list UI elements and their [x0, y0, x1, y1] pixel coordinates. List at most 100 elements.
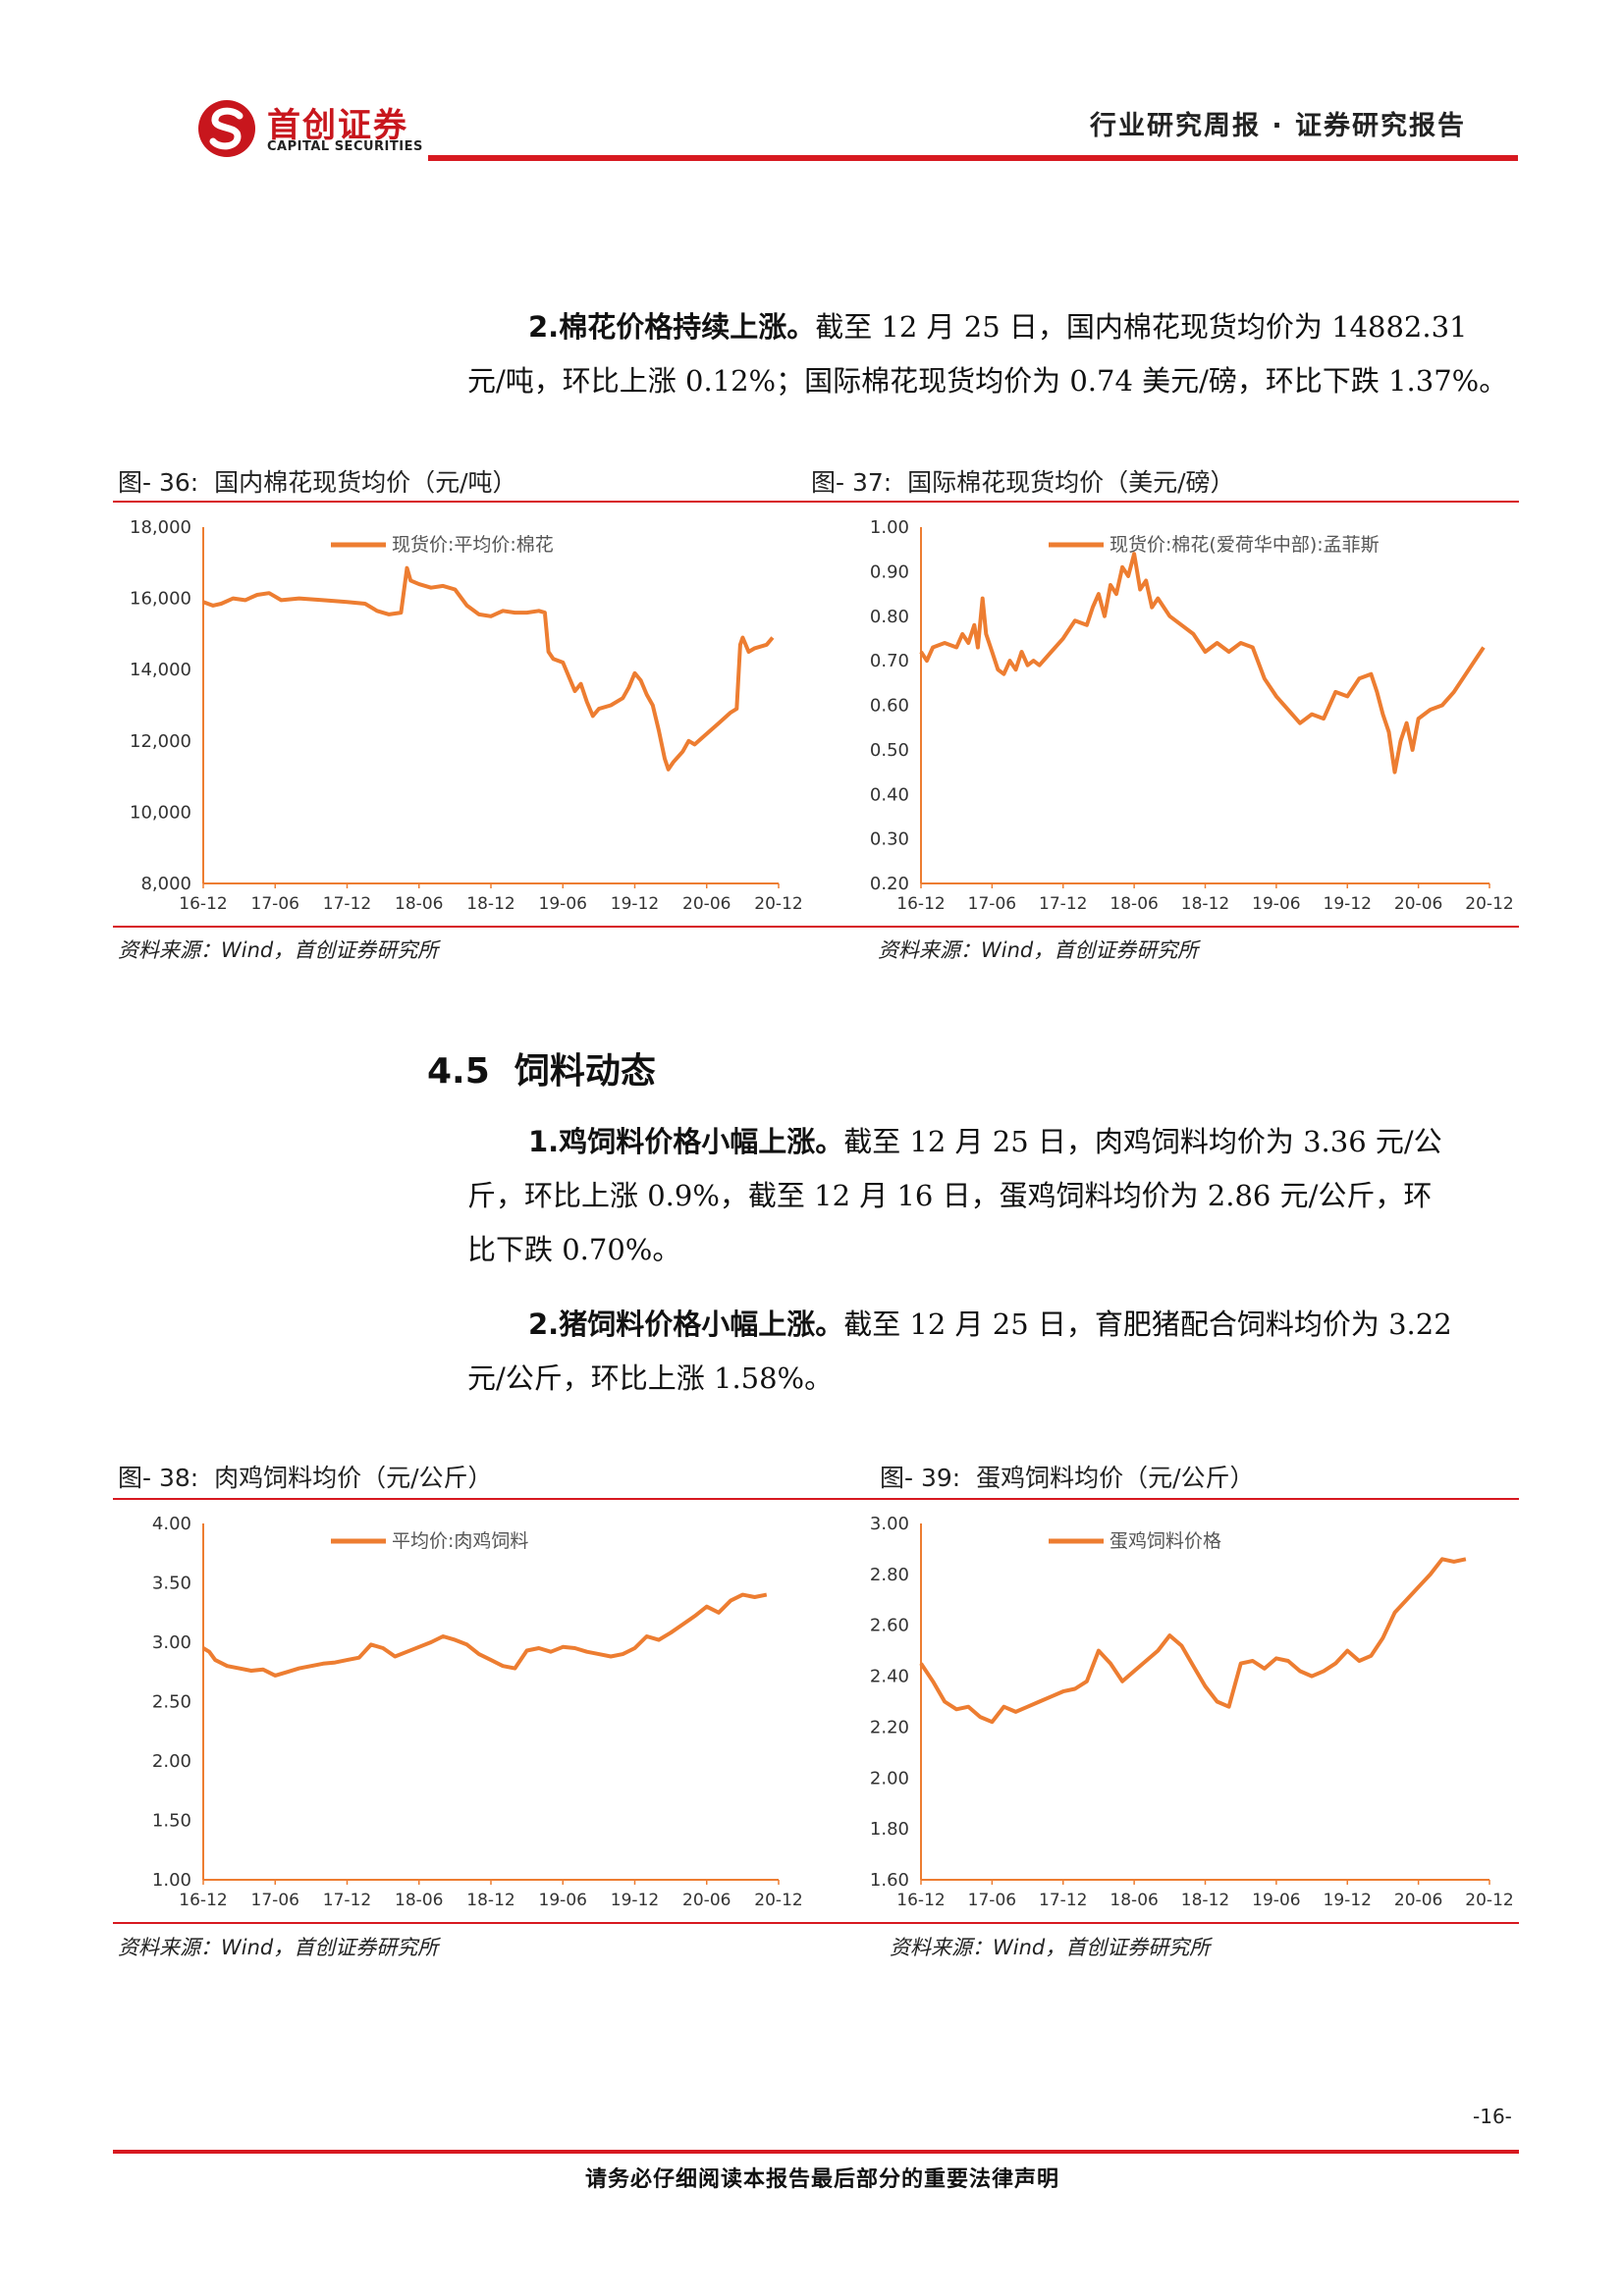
chart-broiler-feed: 1.00 1.50 2.00 2.50 3.00 3.50 4.00 16-12 17-06 17…	[152, 1514, 803, 1910]
x-tick-label: 20-12	[754, 1891, 802, 1910]
page-number: -16-	[1473, 2105, 1512, 2128]
x-tick-label: 20-06	[682, 1891, 731, 1910]
footer-rule	[113, 2150, 1519, 2154]
y-tick-label: 2.40	[870, 1667, 909, 1687]
report-type: 行业研究周报 · 证券研究报告	[1090, 111, 1467, 141]
x-tick-label: 18-06	[395, 1891, 443, 1910]
y-tick-label: 12,000	[130, 731, 191, 752]
x-tick-label: 17-12	[1039, 894, 1087, 914]
x-tick-label: 18-06	[1110, 894, 1158, 914]
y-tick-label: 4.00	[152, 1514, 191, 1534]
x-tick-label: 18-12	[1181, 1891, 1229, 1910]
legend-label: 蛋鸡饲料价格	[1110, 1530, 1221, 1552]
x-tick-label: 17-12	[1039, 1891, 1087, 1910]
x-tick-label: 20-12	[754, 894, 802, 914]
x-tick-label: 16-12	[896, 894, 945, 914]
y-tick-label: 2.00	[870, 1768, 909, 1789]
x-tick-label: 20-06	[1394, 1891, 1442, 1910]
y-tick-label: 0.60	[870, 696, 909, 717]
feed1-line3: 比下跌 0.70%。	[467, 1233, 681, 1266]
y-tick-label: 0.30	[870, 829, 909, 850]
y-tick-label: 2.50	[152, 1692, 191, 1713]
y-tick-label: 1.80	[870, 1819, 909, 1840]
x-tick-label: 17-06	[968, 894, 1016, 914]
x-tick-label: 16-12	[896, 1891, 945, 1910]
y-tick-label: 1.50	[152, 1811, 191, 1832]
y-tick-label: 0.40	[870, 784, 909, 805]
chart-domestic-cotton: 8,000 10,000 12,000 14,000 16,000 18,000 16-12…	[130, 517, 803, 914]
y-tick-label: 8,000	[140, 874, 191, 894]
x-tick-label: 19-12	[611, 894, 659, 914]
feed1-lead: 1.鸡饲料价格小幅上涨。	[528, 1125, 844, 1158]
y-tick-label: 0.80	[870, 607, 909, 627]
logo-text-en: CAPITAL SECURITIES	[267, 139, 423, 154]
feed-paragraph-1: 1.鸡饲料价格小幅上涨。截至 12 月 25 日，肉鸡饲料均价为 3.36 元/…	[467, 1115, 1518, 1277]
y-tick-label: 0.70	[870, 651, 909, 671]
series-line	[919, 552, 1486, 774]
fig39-title: 蛋鸡饲料均价（元/公斤）	[976, 1464, 1255, 1492]
x-tick-label: 17-06	[251, 894, 299, 914]
x-tick-label: 18-12	[1181, 894, 1229, 914]
chart-international-cotton: 0.20 0.30 0.40 0.50 0.60 0.70 0.80 0.90 1.00 16-1…	[870, 517, 1514, 914]
y-tick-label: 3.50	[152, 1574, 191, 1594]
fig38-39-top-rule	[113, 1498, 1519, 1500]
y-tick-label: 3.00	[152, 1632, 191, 1653]
logo-icon	[198, 100, 255, 157]
legend-label: 现货价:平均价:棉花	[392, 534, 554, 556]
x-tick-label: 17-12	[323, 1891, 371, 1910]
y-tick-label: 14,000	[130, 660, 191, 680]
x-tick-label: 20-06	[1394, 894, 1442, 914]
fig38-source: 资料来源：Wind，首创证券研究所	[118, 1936, 439, 1959]
y-tick-label: 16,000	[130, 589, 191, 610]
cotton-lead: 2.棉花价格持续上涨。	[528, 310, 816, 344]
y-tick-label: 18,000	[130, 517, 191, 538]
feed2-line1: 截至 12 月 25 日，育肥猪配合饲料均价为 3.22	[843, 1308, 1452, 1341]
series-line	[919, 1557, 1467, 1725]
fig36-label: 图- 36:	[118, 468, 199, 497]
y-tick-label: 0.50	[870, 740, 909, 761]
feed-paragraph-2: 2.猪饲料价格小幅上涨。截至 12 月 25 日，育肥猪配合饲料均价为 3.22…	[467, 1298, 1518, 1406]
legend-label: 现货价:棉花(爱荷华中部):孟菲斯	[1110, 534, 1380, 556]
fig39-source: 资料来源：Wind，首创证券研究所	[890, 1936, 1211, 1959]
y-tick-label: 2.60	[870, 1616, 909, 1636]
feed2-lead: 2.猪饲料价格小幅上涨。	[528, 1308, 844, 1341]
section-title: 4.5 饲料动态	[427, 1051, 656, 1092]
series-line	[202, 565, 775, 772]
x-tick-label: 18-12	[466, 1891, 514, 1910]
x-tick-label: 19-06	[1252, 1891, 1300, 1910]
y-tick-label: 0.20	[870, 874, 909, 894]
x-tick-label: 18-06	[395, 894, 443, 914]
x-tick-label: 20-12	[1465, 1891, 1513, 1910]
x-tick-label: 17-06	[251, 1891, 299, 1910]
fig37-title-row: 图- 37: 国际棉花现货均价（美元/磅）	[811, 463, 1235, 499]
y-tick-label: 2.80	[870, 1565, 909, 1585]
x-tick-label: 18-12	[466, 894, 514, 914]
y-tick-label: 0.90	[870, 561, 909, 582]
x-tick-label: 19-12	[1324, 1891, 1372, 1910]
series-line	[201, 1592, 768, 1678]
fig36-title-row: 图- 36: 国内棉花现货均价（元/吨）	[118, 463, 517, 499]
logo-text-cn: 首创证券	[267, 106, 408, 145]
x-tick-label: 19-12	[1324, 894, 1372, 914]
fig37-label: 图- 37:	[811, 468, 893, 497]
fig38-title: 肉鸡饲料均价（元/公斤）	[214, 1464, 493, 1492]
fig39-label: 图- 39:	[880, 1464, 961, 1492]
x-tick-label: 20-06	[682, 894, 731, 914]
fig36-37-bottom-rule	[113, 926, 1519, 928]
header-rule	[428, 155, 1518, 161]
x-tick-label: 18-06	[1110, 1891, 1158, 1910]
x-tick-label: 19-06	[1252, 894, 1300, 914]
y-tick-label: 10,000	[130, 802, 191, 823]
y-tick-label: 2.20	[870, 1717, 909, 1737]
fig38-title-row: 图- 38: 肉鸡饲料均价（元/公斤）	[118, 1459, 493, 1494]
fig36-title: 国内棉花现货均价（元/吨）	[214, 468, 517, 497]
y-tick-label: 1.00	[152, 1870, 191, 1891]
x-tick-label: 19-12	[611, 1891, 659, 1910]
header: 首创证券 CAPITAL SECURITIES 行业研究周报 · 证券研究报告	[0, 0, 1624, 167]
x-tick-label: 19-06	[539, 894, 587, 914]
x-tick-label: 20-12	[1465, 894, 1513, 914]
x-tick-label: 17-12	[323, 894, 371, 914]
cotton-line2: 元/吨，环比上涨 0.12%；国际棉花现货均价为 0.74 美元/磅，环比下跌 …	[467, 364, 1508, 398]
fig37-source: 资料来源：Wind，首创证券研究所	[878, 938, 1199, 962]
y-tick-label: 3.00	[870, 1514, 909, 1534]
